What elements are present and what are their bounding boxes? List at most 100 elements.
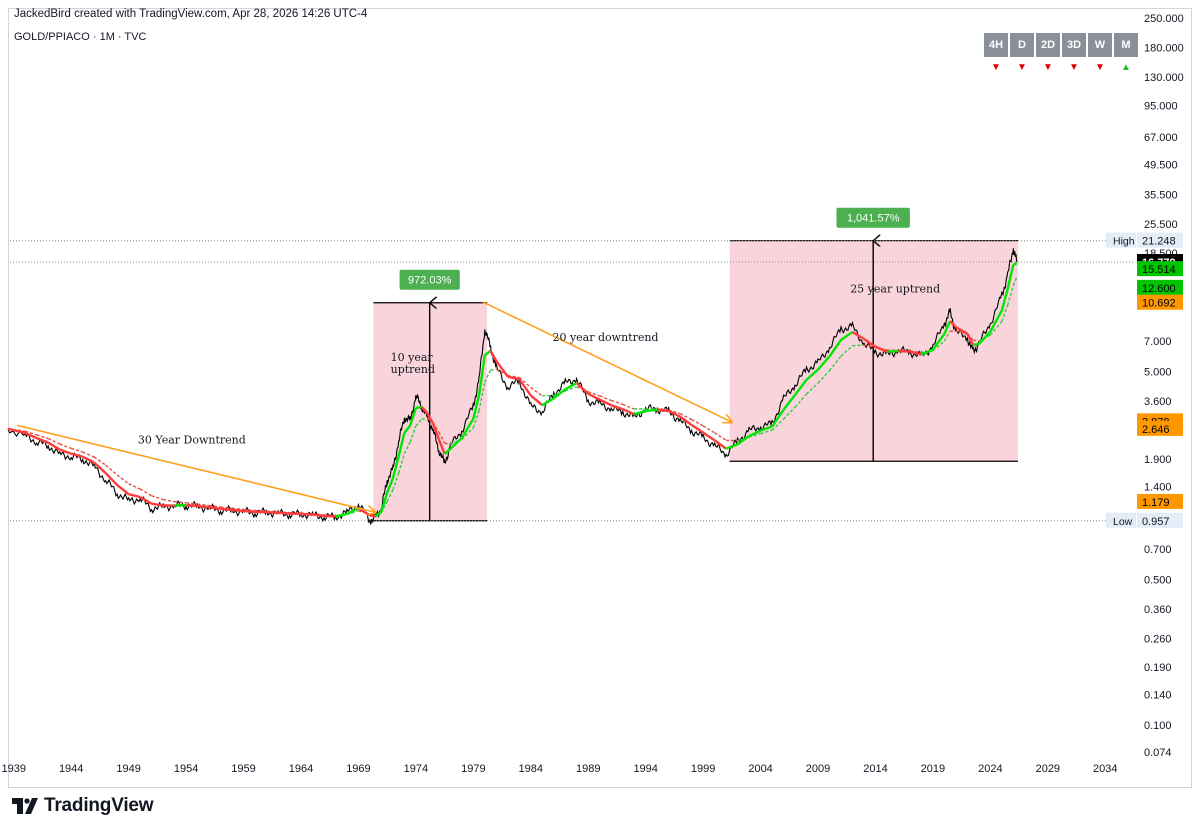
fast-moving-average-segment [82, 455, 95, 464]
timeframe-label: 2D [1036, 33, 1060, 57]
fast-moving-average-segment [973, 342, 980, 346]
fast-moving-average-segment [151, 502, 164, 507]
fast-moving-average-segment [386, 477, 395, 494]
fast-moving-average-segment [426, 412, 435, 425]
fast-moving-average-segment [403, 424, 412, 434]
tradingview-logo-icon [12, 798, 38, 814]
fast-moving-average-segment [415, 405, 422, 410]
y-axis-tick-label: 35.500 [1144, 189, 1178, 201]
y-axis-tick-label: 250.000 [1144, 13, 1184, 25]
y-axis-tick-label: 0.074 [1144, 747, 1172, 759]
fast-moving-average-segment [668, 409, 681, 418]
fast-moving-average-segment [633, 409, 647, 416]
fast-moving-average-segment [541, 397, 555, 407]
slow-moving-average-segment [943, 330, 951, 342]
slow-moving-average-segment [771, 418, 785, 431]
tradingview-logo[interactable]: TradingView [12, 795, 154, 817]
fast-moving-average-segment [955, 326, 969, 335]
slow-moving-average-segment [231, 507, 244, 511]
slow-moving-average-segment [806, 382, 819, 395]
trend-down-icon: ▼ [991, 61, 1001, 73]
slow-moving-average-segment [36, 434, 49, 440]
fast-moving-average-segment [409, 407, 418, 426]
price-label-text: 12.600 [1142, 283, 1176, 295]
fast-moving-average-segment [397, 432, 406, 457]
fast-moving-average-segment [840, 331, 854, 341]
fast-moving-average-segment [1006, 264, 1015, 290]
fast-moving-average-segment [346, 507, 359, 516]
slow-moving-average-segment [151, 495, 164, 501]
x-axis-tick-label: 1989 [576, 763, 600, 775]
fast-moving-average-segment [575, 382, 590, 395]
y-axis-tick-label: 0.100 [1144, 720, 1172, 732]
slow-moving-average-segment [409, 425, 417, 443]
y-axis-tick-label: 25.500 [1144, 219, 1178, 231]
fast-moving-average-segment [443, 448, 452, 455]
high-low-tag-text: Low [1113, 516, 1133, 528]
slow-moving-average-segment [392, 472, 400, 491]
slow-moving-average-segment [702, 425, 715, 434]
fast-moving-average-segment [93, 461, 107, 474]
fast-moving-average-segment [898, 349, 911, 353]
fast-moving-average-segment [335, 512, 348, 518]
price-label-background [1137, 261, 1183, 277]
slow-moving-average-segment [70, 447, 83, 453]
y-axis-tick-label: 95.000 [1144, 100, 1178, 112]
price-label-text: 0.957 [1142, 516, 1170, 528]
fast-moving-average-segment [690, 423, 704, 434]
fast-moving-average-segment [943, 320, 952, 335]
slow-moving-average-segment [518, 376, 532, 389]
slow-moving-average-segment [397, 453, 406, 474]
price-label-background [1137, 232, 1183, 248]
fast-moving-average-segment [1012, 262, 1018, 266]
trend-line-label: 20 year downtrend [552, 331, 658, 344]
fast-moving-average-segment [530, 394, 544, 407]
slow-moving-average-segment [828, 355, 842, 372]
slow-moving-average-segment [840, 345, 853, 357]
trend-down-icon: ▼ [1069, 61, 1079, 73]
slow-moving-average-segment [972, 339, 980, 343]
fast-moving-average-segment [231, 508, 244, 513]
fast-moving-average-segment [610, 404, 624, 411]
x-axis-tick-label: 1979 [461, 763, 485, 775]
fast-moving-average-segment [489, 350, 498, 362]
x-axis-tick-label: 2004 [748, 763, 772, 775]
fast-moving-average-segment [116, 484, 130, 496]
y-axis-tick-label: 0.700 [1144, 544, 1172, 556]
slow-moving-average-segment [679, 413, 692, 421]
fast-moving-average-segment [449, 436, 463, 450]
slow-moving-average-segment [817, 370, 831, 384]
fast-moving-average-segment [139, 495, 153, 505]
fast-moving-average-segment [300, 512, 313, 516]
y-axis-tick-label: 0.260 [1144, 633, 1172, 645]
slow-moving-average-segment [542, 394, 554, 397]
slow-moving-average-segment [243, 508, 256, 512]
fast-moving-average-segment [323, 514, 336, 518]
fast-moving-average-segment [886, 349, 899, 353]
slow-moving-average-segment [93, 456, 107, 466]
slow-moving-average-segment [47, 437, 61, 445]
fast-moving-average-segment [208, 506, 221, 511]
fast-moving-average-segment [128, 493, 141, 499]
timeframe-label: D [1010, 33, 1034, 57]
timeframe-trend-table: 4H D 2D 3D W M ▼ ▼ ▼ ▼ ▼ ▲ [982, 33, 1140, 77]
symbol-label[interactable]: GOLD/PPIACO · 1M · TVC [14, 31, 147, 43]
timeframe-arrows-row: ▼ ▼ ▼ ▼ ▼ ▲ [984, 57, 1138, 77]
fast-moving-average-segment [553, 388, 567, 400]
fast-moving-average-segment [875, 345, 888, 353]
range-box-label: 10 year [391, 351, 434, 364]
slow-moving-average-segment [174, 501, 187, 504]
slow-moving-average-segment [208, 504, 221, 508]
fast-moving-average-segment [312, 513, 325, 518]
slow-moving-average-segment [116, 474, 130, 485]
price-label-background [1137, 493, 1183, 509]
timeframe-labels-row: 4H D 2D 3D W M [984, 33, 1138, 57]
fast-moving-average-segment [851, 330, 865, 341]
fast-moving-average-segment [197, 504, 210, 509]
trend-line-label: 30 Year Downtrend [138, 434, 246, 447]
high-low-tag-text: High [1113, 236, 1135, 248]
percent-change-badge-text: 1,041.57% [847, 213, 900, 225]
fast-moving-average-segment [817, 355, 831, 371]
slow-moving-average-segment [472, 410, 480, 428]
